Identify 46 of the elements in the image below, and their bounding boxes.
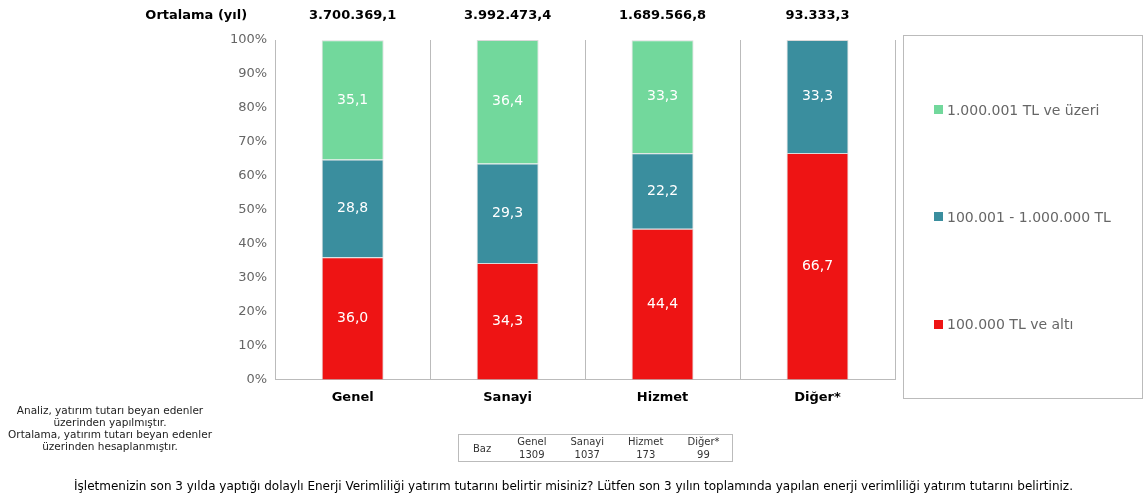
y-tick-label: 50% [238, 201, 268, 217]
y-tick-label: 100% [229, 31, 268, 47]
y-tick-label: 10% [238, 336, 268, 352]
data-label: 22,2 [646, 181, 679, 198]
legend-label: 100.001 - 1.000.000 TL [947, 208, 1111, 225]
text: Genel [516, 435, 548, 448]
data-label: 35,1 [337, 90, 369, 107]
x-tick-label: Hizmet [636, 388, 689, 404]
data-label: 36,0 [337, 308, 369, 325]
legend-label: 1.000.001 TL ve üzeri [947, 101, 1100, 118]
text: 3.700.369,1 [309, 7, 397, 23]
text: Ortalama (yıl) [145, 7, 248, 23]
text: Baz [472, 441, 493, 456]
data-label: 33,3 [646, 87, 679, 104]
data-label: 44,4 [646, 294, 679, 311]
data-label: 66,7 [801, 256, 834, 273]
y-tick-label: 20% [238, 302, 268, 318]
text: Diğer* [686, 435, 721, 448]
x-tick-label: Sanayi [483, 388, 532, 404]
text: Sanayi [569, 435, 606, 448]
data-label: 34,3 [492, 311, 524, 328]
text: 93.333,3 [785, 7, 850, 23]
text: 1037 [573, 448, 601, 462]
y-tick-label: 60% [238, 167, 268, 183]
text: Ortalama, yatırım tutarı beyan edenler üzerinden hesaplanmıştır. [7, 428, 213, 452]
data-label: 36,4 [492, 92, 524, 109]
data-label: 29,3 [492, 203, 524, 220]
text: Analiz, yatırım tutarı beyan edenler üzerinden yapılmıştır. [15, 404, 205, 428]
text: 99 [696, 448, 711, 462]
legend-label: 100.000 TL ve altı [947, 316, 1074, 333]
text: 173 [635, 448, 657, 462]
y-tick-label: 0% [246, 370, 268, 386]
y-tick-label: 30% [238, 268, 268, 284]
text: 3.992.473,4 [464, 7, 552, 23]
data-label: 33,3 [801, 87, 834, 104]
y-tick-label: 90% [238, 65, 268, 81]
y-tick-label: 40% [238, 235, 268, 251]
y-tick-label: 80% [238, 99, 268, 115]
y-tick-label: 70% [238, 133, 268, 149]
text: 1309 [518, 448, 546, 462]
data-label: 28,8 [337, 198, 369, 215]
text: İşletmenizin son 3 yılda yaptığı dolaylı Enerji Verimliliği yatırım tutarını belirtir misiniz? Lütfen son 3 yılın toplamında yapılan enerji verimliliği yatırım tutarını belirtiniz. [73, 479, 1074, 493]
x-tick-label: Genel [331, 388, 374, 404]
x-tick-label: Diğer* [794, 388, 841, 404]
text: 1.689.566,8 [618, 7, 707, 23]
text: Hizmet [627, 435, 665, 448]
